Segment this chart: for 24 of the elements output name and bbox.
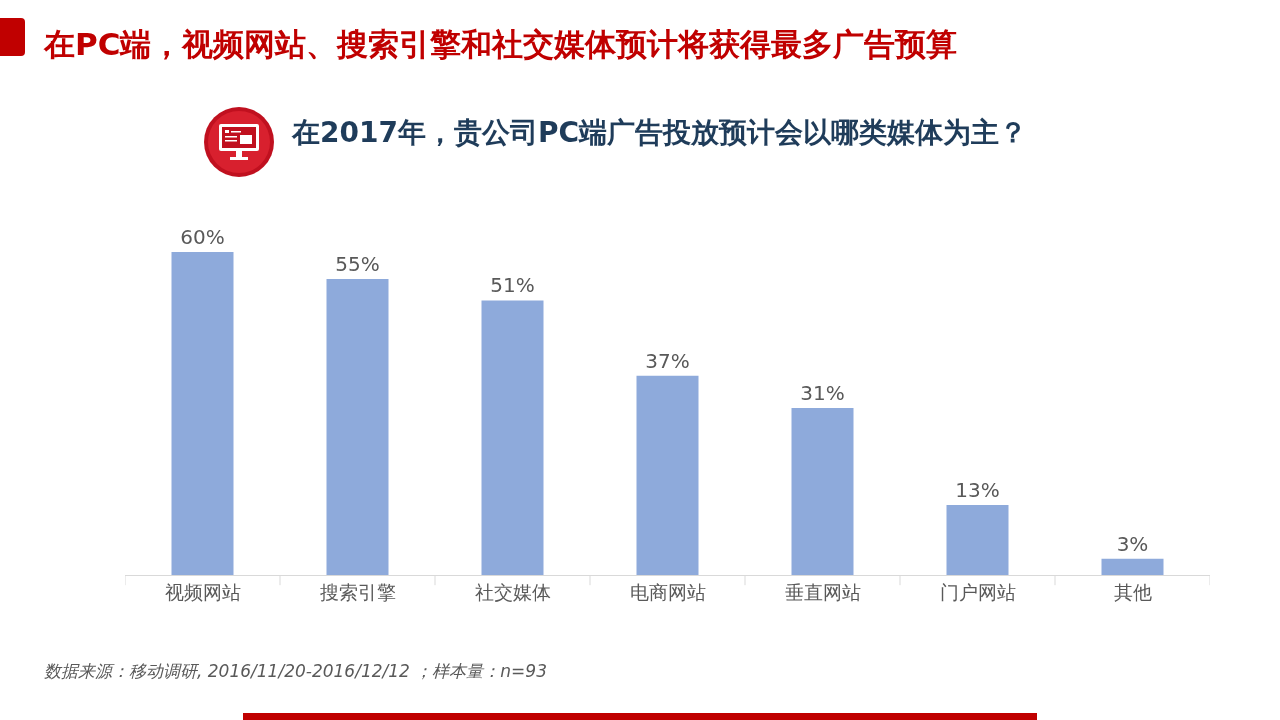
bar [326, 278, 389, 575]
bar [636, 375, 699, 575]
bar [171, 252, 234, 575]
bar [791, 408, 854, 575]
source-note: 数据来源：移动调研, 2016/11/20-2016/12/12 ；样本量：n=93 [44, 660, 547, 683]
data-label: 3% [1116, 531, 1149, 556]
chart-subtitle: 在2017年，贵公司PC端广告投放预计会以哪类媒体为主？ [292, 115, 1027, 151]
data-label: 60% [180, 225, 225, 249]
x-tick-label: 垂直网站 [784, 580, 861, 603]
x-tick-label: 电商网站 [629, 580, 706, 603]
chart-title: 在PC端，视频网站、搜索引擎和社交媒体预计将获得最多广告预算 [44, 25, 958, 64]
x-tick-label: 搜索引擎 [319, 580, 396, 603]
bar [481, 300, 544, 575]
x-tick-label: 视频网站 [164, 580, 241, 603]
x-tick-label: 门户网站 [939, 580, 1016, 603]
data-label: 31% [800, 381, 845, 406]
x-tick-label: 其他 [1113, 580, 1152, 603]
data-label: 37% [645, 348, 690, 373]
bar [1101, 558, 1164, 575]
bar [946, 505, 1009, 575]
data-label: 13% [955, 478, 1000, 503]
x-tick-label: 社交媒体 [474, 580, 551, 603]
data-label: 55% [335, 251, 380, 276]
data-label: 51% [490, 273, 535, 298]
